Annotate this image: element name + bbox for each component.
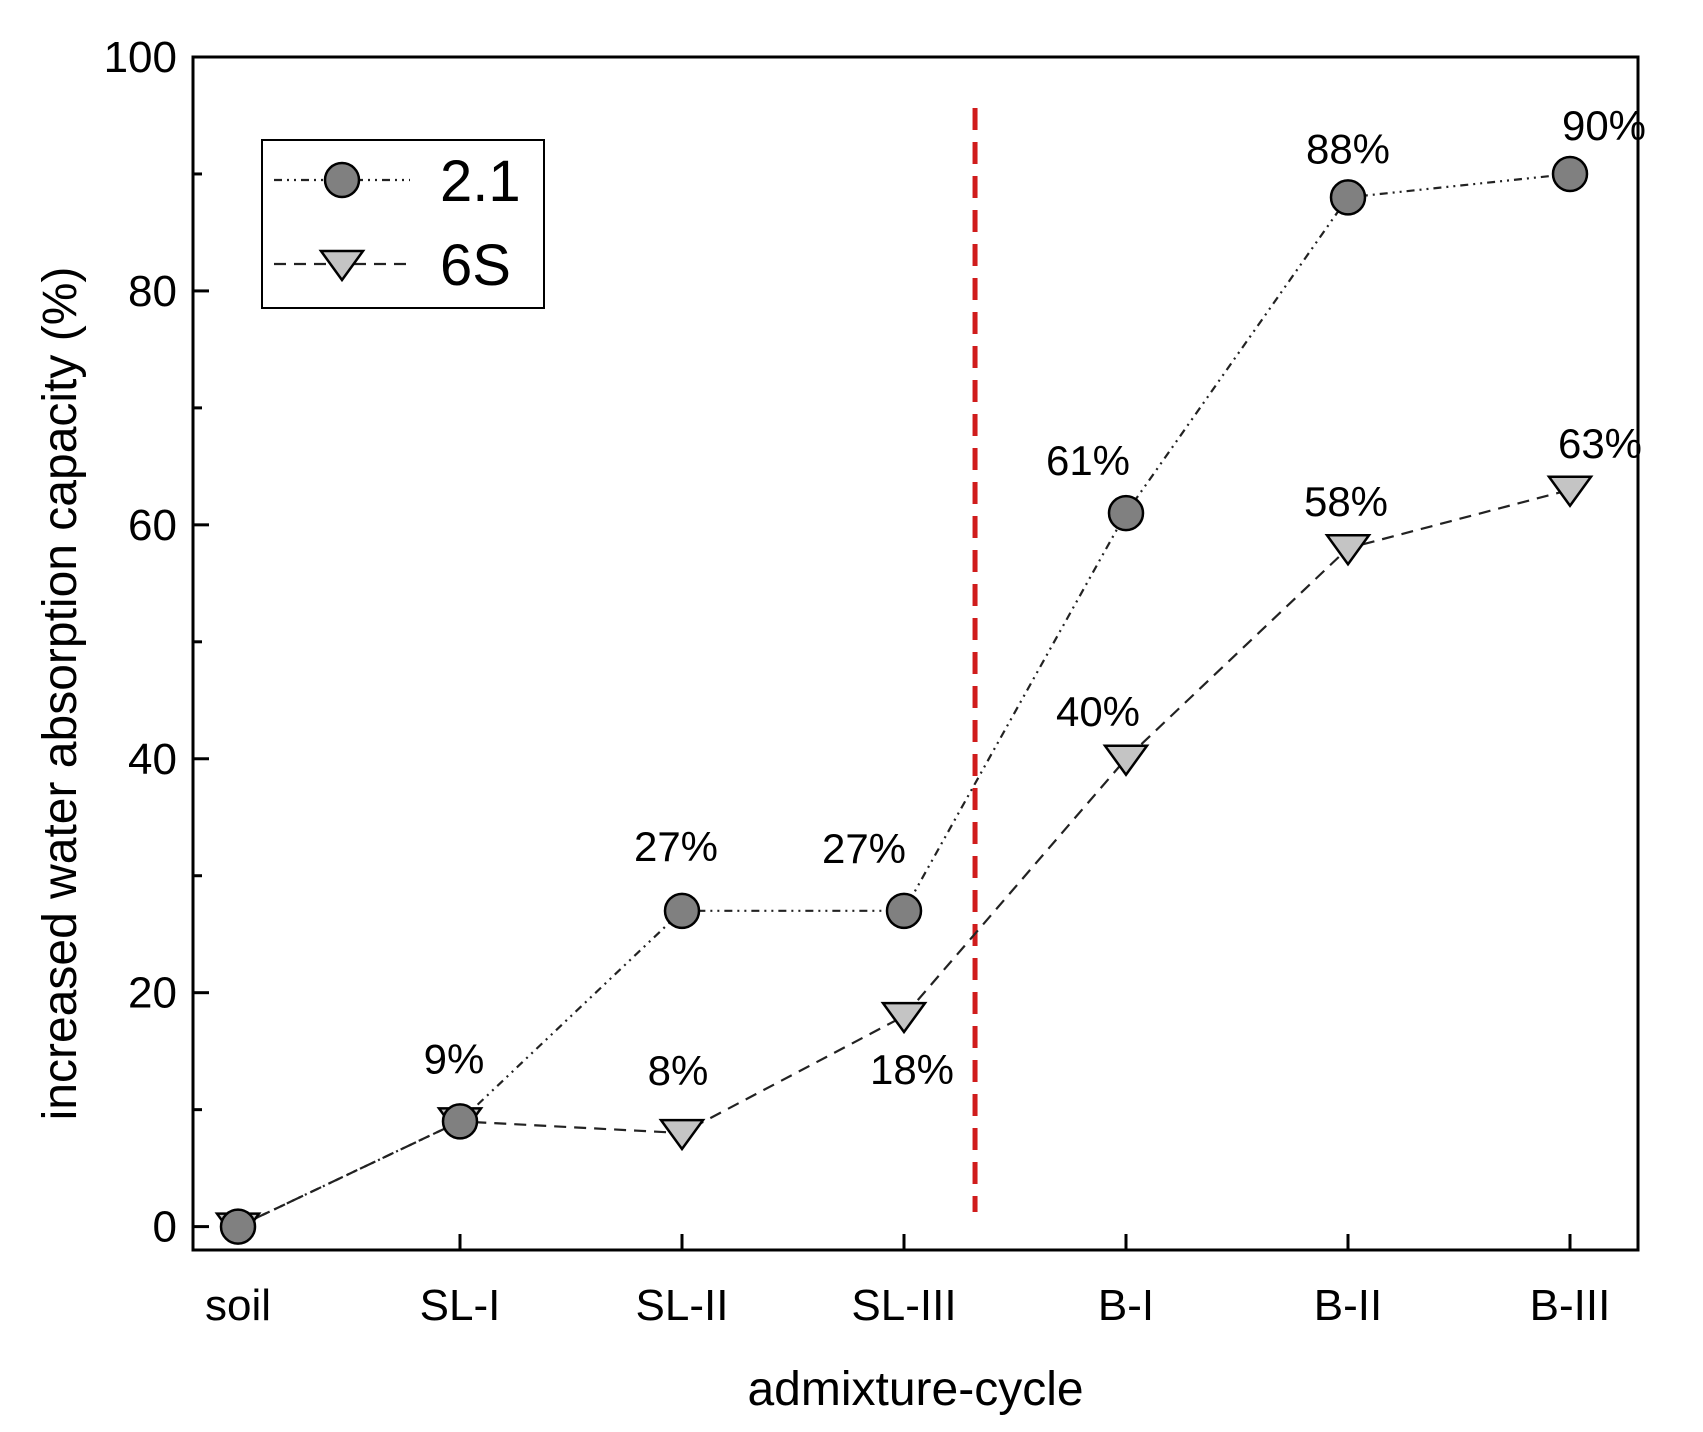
legend-label-2: 6S [440,233,511,298]
y-tick-label-40: 40 [128,735,177,784]
legend-marker-1 [323,161,361,199]
y-tick-label-20: 20 [128,969,177,1018]
data-label-2-sl-ii: 8% [648,1047,709,1094]
data-label-1-b-i: 61% [1046,437,1130,484]
series-1-point-b-ii [1329,179,1367,216]
series-2-point-b-i [1102,744,1150,777]
data-label-2-b-iii: 63% [1558,420,1642,467]
series-2-point-b-iii [1546,475,1594,508]
legend-label-1: 2.1 [440,149,521,214]
data-label-1-sl-i: 9% [424,1035,485,1082]
data-label-1-b-ii: 88% [1306,125,1390,172]
plot-frame [191,55,1640,1252]
series-1-point-b-i [1107,494,1145,532]
series-1-point-sl-iii [885,892,923,930]
x-tick-label-sl-i: SL-I [420,1281,501,1330]
x-tick-label-b-iii: B-III [1530,1281,1611,1330]
x-tick-label-sl-iii: SL-III [851,1281,956,1330]
data-label-1-sl-iii: 27% [822,825,906,872]
x-tick-label-sl-ii: SL-II [636,1281,729,1330]
series-2-point-sl-iii [880,1001,928,1035]
y-tick-label-60: 60 [128,501,177,550]
x-tick-label-soil: soil [205,1281,271,1330]
series-2-point-b-ii [1324,534,1372,567]
axis-layer: 0 20 40 60 80 100 soil SL-I SL-II SL-III B-I B-II B-… [104,33,1640,1330]
y-tick-label-100: 100 [104,33,177,82]
legend: 2.16S [261,139,545,309]
y-tick-label-80: 80 [128,267,177,316]
legend-box [261,139,545,309]
series-1-point-soil [219,1208,257,1245]
series-1-point-b-iii [1551,155,1589,193]
data-label-2-b-ii: 58% [1304,478,1388,525]
series-1-point-sl-i [441,1103,479,1140]
marks-layer: 9% 27% 27% 61% 88% 90% 8% 18% 40% 58% 63% [214,102,1646,1245]
series-2-point-sl-ii [658,1118,706,1152]
legend-marker-2 [318,249,366,283]
y-tick-label-0: 0 [153,1203,177,1252]
data-label-1-sl-ii: 27% [634,823,718,870]
data-label-2-sl-iii: 18% [870,1046,954,1093]
data-label-1-b-iii: 90% [1562,102,1646,149]
series-1-point-sl-ii [663,892,701,930]
x-axis-label: admixture-cycle [747,1363,1083,1416]
x-tick-label-b-ii: B-II [1314,1281,1382,1330]
data-label-2-b-i: 40% [1056,688,1140,735]
y-axis-label: increased water absorption capacity (%) [34,267,87,1121]
x-tick-label-b-i: B-I [1098,1281,1154,1330]
